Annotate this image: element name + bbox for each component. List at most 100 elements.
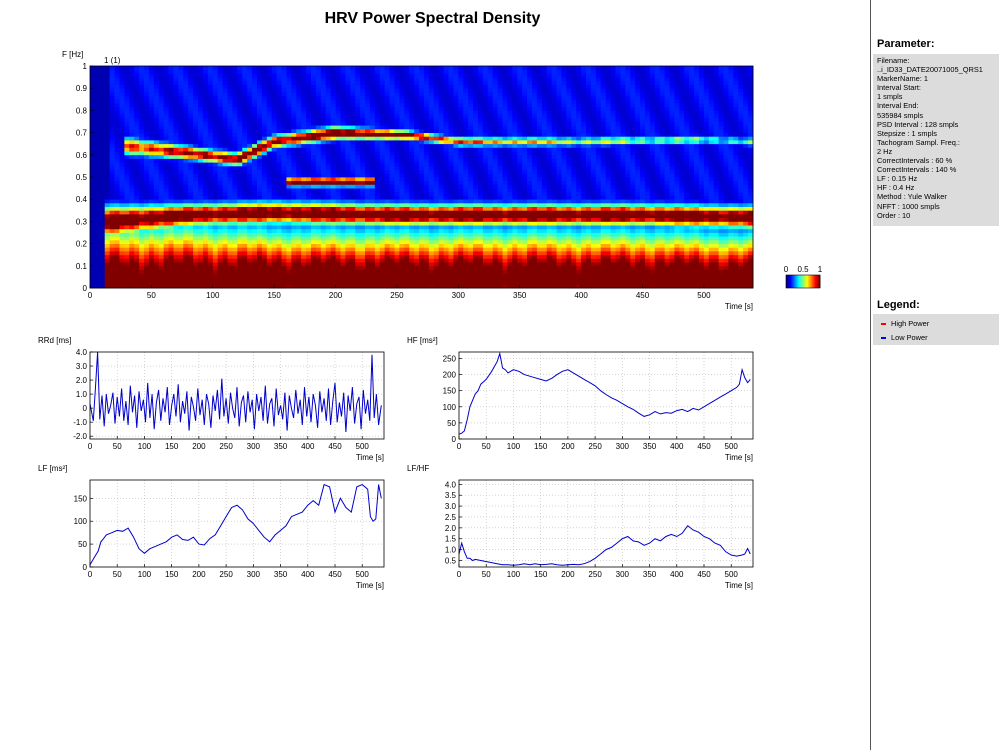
- heatmap-cell: [148, 117, 155, 122]
- heatmap-cell: [414, 91, 420, 96]
- heatmap-cell: [168, 140, 174, 145]
- heatmap-cell: [198, 69, 204, 74]
- heatmap-cell: [109, 243, 115, 248]
- heatmap-cell: [286, 195, 292, 200]
- heatmap-cell: [458, 239, 464, 244]
- heatmap-cell: [144, 165, 150, 170]
- heatmap-cell: [261, 88, 268, 93]
- heatmap-cell: [168, 177, 174, 182]
- heatmap-cell: [193, 151, 199, 156]
- heatmap-cell: [360, 210, 366, 215]
- heatmap-cell: [399, 269, 405, 274]
- heatmap-cell: [458, 177, 464, 182]
- heatmap-cell: [360, 151, 366, 156]
- heatmap-cell: [124, 199, 130, 204]
- heatmap-cell: [320, 210, 327, 215]
- heatmap-cell: [345, 184, 351, 189]
- heatmap-cell: [473, 280, 479, 285]
- heatmap-cell: [207, 169, 214, 174]
- heatmap-cell: [453, 228, 459, 233]
- heatmap-cell: [433, 269, 440, 274]
- heatmap-cell: [242, 77, 248, 82]
- heatmap-cell: [438, 195, 444, 200]
- heatmap-cell: [212, 169, 219, 174]
- heatmap-cell: [286, 225, 292, 230]
- heatmap-cell: [232, 225, 238, 230]
- heatmap-cell: [276, 77, 282, 82]
- heatmap-cell: [286, 132, 292, 137]
- heatmap-cell: [345, 103, 351, 108]
- heatmap-cell: [104, 121, 111, 126]
- heatmap-cell: [477, 147, 484, 152]
- heatmap-cell: [409, 191, 415, 196]
- heatmap-cell: [492, 243, 499, 248]
- heatmap-cell: [301, 199, 307, 204]
- heatmap-cell: [94, 269, 101, 274]
- heatmap-cell: [414, 276, 420, 281]
- heatmap-cell: [399, 88, 405, 93]
- heatmap-cell: [311, 269, 317, 274]
- heatmap-cell: [281, 191, 287, 196]
- heatmap-cell: [419, 280, 425, 285]
- heatmap-cell: [345, 66, 351, 71]
- heatmap-cell: [124, 177, 130, 182]
- heatmap-cell: [301, 188, 307, 193]
- heatmap-cell: [134, 199, 140, 204]
- heatmap-cell: [419, 232, 425, 237]
- heatmap-cell: [389, 177, 395, 182]
- heatmap-cell: [468, 206, 474, 211]
- heatmap-cell: [144, 184, 150, 189]
- heatmap-cell: [320, 184, 327, 189]
- heatmap-cell: [158, 236, 165, 241]
- heatmap-cell: [232, 147, 238, 152]
- heatmap-cell: [325, 206, 332, 211]
- heatmap-cell: [252, 106, 258, 111]
- heatmap-cell: [144, 66, 150, 71]
- heatmap-cell: [438, 91, 444, 96]
- heatmap-cell: [423, 73, 430, 78]
- heatmap-cell: [350, 221, 356, 226]
- heatmap-cell: [222, 158, 228, 163]
- heatmap-cell: [473, 66, 479, 71]
- heatmap-cell: [104, 284, 111, 289]
- heatmap-cell: [301, 254, 307, 259]
- heatmap-cell: [394, 66, 400, 71]
- heatmap-cell: [296, 77, 302, 82]
- heatmap-cell: [448, 162, 454, 167]
- heatmap-cell: [409, 202, 415, 207]
- heatmap-cell: [453, 225, 459, 230]
- heatmap-cell: [198, 276, 204, 281]
- heatmap-cell: [360, 91, 366, 96]
- heatmap-cell: [148, 77, 155, 82]
- heatmap-cell: [428, 265, 435, 270]
- heatmap-cell: [242, 265, 248, 270]
- heatmap-cell: [433, 177, 440, 182]
- heatmap-cell: [242, 103, 248, 108]
- heatmap-cell: [365, 151, 371, 156]
- heatmap-cell: [158, 221, 165, 226]
- heatmap-cell: [330, 262, 336, 267]
- heatmap-cell: [487, 147, 494, 152]
- heatmap-cell: [306, 214, 312, 219]
- heatmap-cell: [335, 69, 341, 74]
- heatmap-cell: [394, 88, 400, 93]
- heatmap-cell: [247, 110, 253, 115]
- heatmap-cell: [355, 258, 361, 263]
- heatmap-cell: [340, 180, 346, 185]
- heatmap-cell: [114, 103, 120, 108]
- heatmap-cell: [325, 225, 332, 230]
- heatmap-cell: [212, 254, 219, 259]
- heatmap-cell: [330, 128, 336, 133]
- heatmap-cell: [369, 80, 376, 85]
- heatmap-cell: [276, 262, 282, 267]
- heatmap-cell: [291, 84, 297, 89]
- heatmap-cell: [384, 154, 390, 159]
- heatmap-cell: [350, 125, 356, 130]
- heatmap-cell: [296, 169, 302, 174]
- heatmap-cell: [173, 103, 179, 108]
- heatmap-cell: [448, 284, 454, 289]
- heatmap-cell: [109, 84, 115, 89]
- heatmap-cell: [286, 265, 292, 270]
- heatmap-cell: [458, 103, 464, 108]
- heatmap-cell: [409, 91, 415, 96]
